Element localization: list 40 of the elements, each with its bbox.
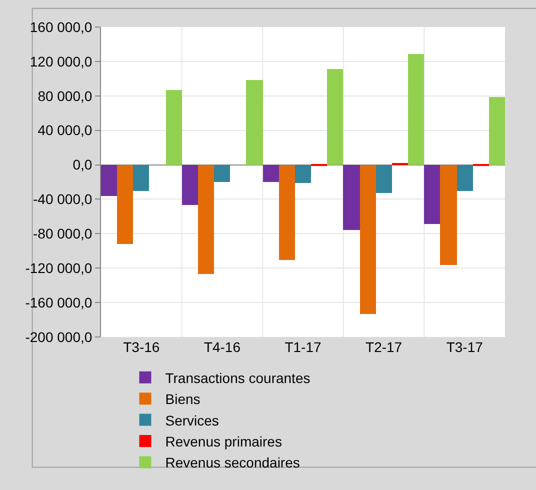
- bar: [117, 165, 133, 244]
- bar: [101, 165, 117, 196]
- bar: [279, 165, 295, 260]
- bar: [424, 165, 440, 224]
- y-tick-label: -120 000,0: [25, 260, 92, 276]
- bar: [166, 90, 182, 165]
- y-tick-label: -200 000,0: [25, 328, 92, 345]
- bar: [343, 165, 360, 230]
- bar: [440, 165, 457, 265]
- y-tick-label: -160 000,0: [25, 294, 92, 310]
- y-tick-label: 160 000,0: [30, 18, 92, 35]
- legend-label: Revenus secondaires: [165, 454, 300, 471]
- x-tick-label: T1-17: [284, 339, 322, 355]
- y-tick-label: 80 000,0: [38, 88, 92, 104]
- y-tick-label: 40 000,0: [38, 122, 92, 138]
- bar: [263, 165, 279, 182]
- y-tick-label: -80 000,0: [33, 226, 92, 242]
- bar: [214, 165, 230, 182]
- bar: [327, 69, 343, 165]
- bar: [182, 165, 198, 205]
- legend-label: Biens: [165, 391, 200, 408]
- legend-label: Services: [165, 412, 219, 428]
- x-tick-label: T3-17: [446, 339, 484, 355]
- y-tick-label: 0,0: [72, 156, 92, 173]
- bar: [295, 165, 311, 183]
- bar: [133, 165, 149, 191]
- legend-label: Transactions courantes: [165, 370, 310, 386]
- y-tick-label: 120 000,0: [30, 53, 92, 70]
- bar: [376, 165, 392, 193]
- y-tick-label: -40 000,0: [33, 191, 92, 208]
- bar: [457, 165, 473, 191]
- bar: [246, 80, 263, 165]
- legend-label: Revenus primaires: [165, 433, 282, 450]
- bar: [198, 165, 214, 274]
- bar: [408, 54, 424, 165]
- x-tick-label: T4-16: [204, 339, 241, 355]
- bar: [360, 165, 376, 314]
- x-tick-label: T2-17: [366, 339, 402, 355]
- bar: [489, 97, 505, 165]
- x-tick-label: T3-16: [123, 339, 160, 355]
